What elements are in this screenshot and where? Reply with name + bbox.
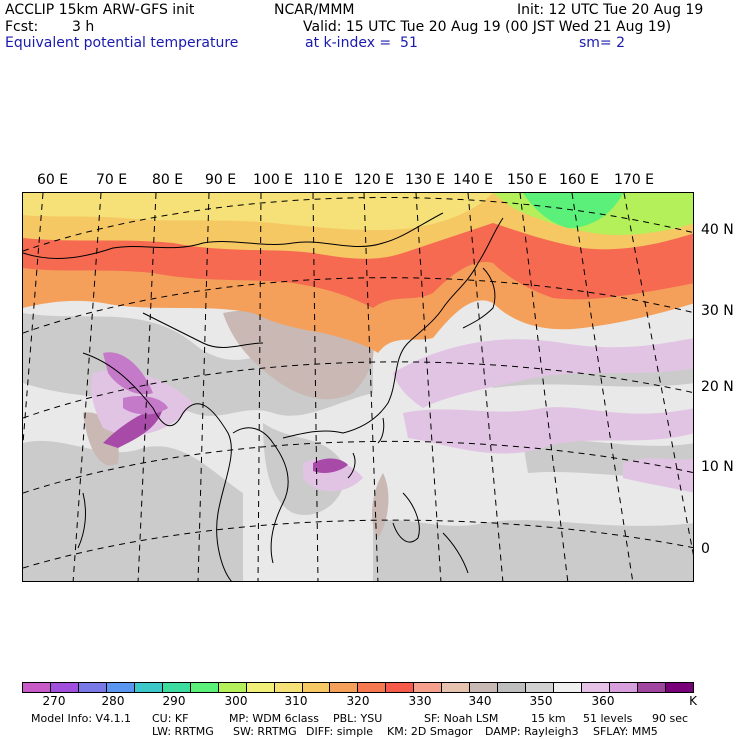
valid-time: Valid: 15 UTC Tue 20 Aug 19 (00 JST Wed … [303, 19, 672, 35]
yellow-band [23, 193, 493, 231]
map-graphic [23, 193, 693, 581]
colorbar-swatch [246, 683, 275, 692]
model-info: Model Info: V4.1.1 [31, 712, 132, 725]
lat-label: 30 N [701, 303, 734, 319]
graticule-lines [23, 193, 693, 581]
colorbar-swatch [386, 683, 415, 692]
pbl-scheme: PBL: YSU [333, 712, 383, 725]
lon-label: 120 E [354, 172, 395, 188]
colorbar-swatch [23, 683, 51, 692]
time-step: 90 sec [652, 712, 689, 725]
lat-label: 10 N [701, 459, 734, 475]
smoothing-label: sm= 2 [579, 35, 626, 51]
colorbar-label: 310 [284, 694, 308, 708]
level-label: at k-index = 51 [305, 35, 418, 51]
grid-spacing: 15 km [531, 712, 566, 725]
purple-field-patches [103, 408, 348, 473]
colorbar-swatch [358, 683, 387, 692]
km-scheme: KM: 2D Smagor [387, 725, 473, 738]
colorbar-swatch [637, 683, 666, 692]
coastlines [23, 212, 504, 581]
org-label: NCAR/MMM [274, 2, 355, 18]
lon-label: 160 E [559, 172, 600, 188]
damp-scheme: DAMP: Rayleigh3 [485, 725, 579, 738]
colorbar-swatch [274, 683, 303, 692]
lon-label: 60 E [37, 172, 69, 188]
colorbar-swatch [414, 683, 443, 692]
lon-label: 110 E [303, 172, 344, 188]
vertical-levels: 51 levels [583, 712, 633, 725]
colorbar-swatch [106, 683, 135, 692]
colorbar-swatch [78, 683, 107, 692]
colorbar-swatch [498, 683, 527, 692]
model-title: ACCLIP 15km ARW-GFS init [5, 2, 195, 18]
lon-label: 150 E [507, 172, 548, 188]
init-time: Init: 12 UTC Tue 20 Aug 19 [517, 2, 704, 18]
lw-scheme: LW: RRTMG [152, 725, 214, 738]
colorbar-swatch [330, 683, 359, 692]
colorbar-label: 270 [42, 694, 66, 708]
lat-label: 0 [701, 541, 710, 557]
colorbar-swatch [218, 683, 247, 692]
map-panel [22, 192, 694, 582]
colorbar-label: 320 [346, 694, 370, 708]
colorbar-label: 330 [408, 694, 432, 708]
fcst-label: Fcst: [5, 19, 39, 35]
lon-label: 140 E [453, 172, 494, 188]
colorbar-label: 300 [224, 694, 248, 708]
mp-scheme: MP: WDM 6class [229, 712, 319, 725]
colorbar-swatch [50, 683, 79, 692]
colorbar-swatch [302, 683, 331, 692]
lon-label: 100 E [253, 172, 294, 188]
colorbar-swatch [526, 683, 555, 692]
lon-label: 130 E [405, 172, 446, 188]
lon-label: 80 E [152, 172, 184, 188]
colorbar-swatch [582, 683, 611, 692]
colorbar-swatch [162, 683, 191, 692]
colorbar-swatch [470, 683, 499, 692]
lat-label: 20 N [701, 379, 734, 395]
colorbar-label: 360 [591, 694, 615, 708]
lon-label: 70 E [96, 172, 128, 188]
colorbar-swatch [554, 683, 583, 692]
colorbar-swatch [190, 683, 219, 692]
diff-scheme: DIFF: simple [306, 725, 374, 738]
cu-scheme: CU: KF [152, 712, 189, 725]
colorbar-swatch [665, 683, 693, 692]
green-region [523, 193, 623, 228]
sflay-scheme: SFLAY: MM5 [593, 725, 658, 738]
colorbar [22, 682, 694, 693]
lon-label: 170 E [614, 172, 655, 188]
colorbar-label: 280 [101, 694, 125, 708]
sf-scheme: SF: Noah LSM [424, 712, 499, 725]
fcst-value: 3 h [72, 19, 95, 35]
purple-light-patches [103, 352, 168, 415]
sw-scheme: SW: RRTMG [233, 725, 297, 738]
colorbar-swatch [610, 683, 638, 692]
colorbar-label: 340 [468, 694, 492, 708]
colorbar-unit: K [689, 694, 697, 708]
lon-label: 90 E [205, 172, 237, 188]
colorbar-swatch [134, 683, 163, 692]
colorbar-swatch [442, 683, 471, 692]
lat-label: 40 N [701, 222, 734, 238]
colorbar-label: 350 [529, 694, 553, 708]
field-name: Equivalent potential temperature [5, 35, 239, 51]
colorbar-label: 290 [162, 694, 186, 708]
